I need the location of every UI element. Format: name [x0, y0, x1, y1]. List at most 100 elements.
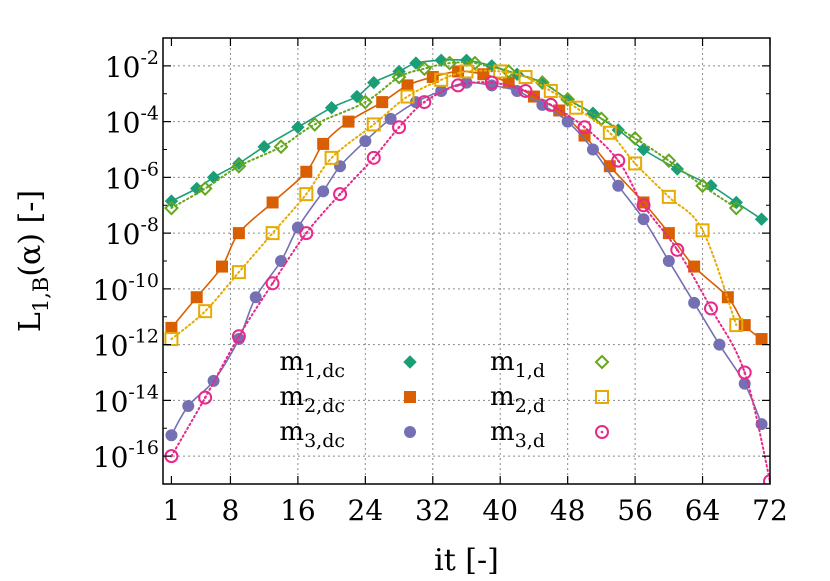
- y-tick-exponent: -14: [128, 381, 159, 403]
- data-point: [342, 115, 355, 128]
- data-point: [754, 212, 769, 226]
- data-point-center: [372, 156, 376, 160]
- series-layer: [164, 53, 770, 484]
- legend-label-main: m: [279, 417, 304, 447]
- series-line: [170, 81, 770, 483]
- data-point-center: [743, 371, 747, 374]
- data-point: [266, 196, 279, 209]
- legend-label: m2,dc: [279, 382, 345, 417]
- data-point: [695, 178, 710, 194]
- data-point: [738, 319, 751, 332]
- legend-label-sub: 3,d: [515, 430, 545, 452]
- y-tick-label: 10-16: [93, 437, 159, 474]
- data-point: [442, 55, 458, 71]
- data-point: [688, 296, 701, 309]
- data-point: [661, 189, 676, 204]
- data-point: [317, 137, 330, 150]
- data-point: [695, 223, 710, 238]
- data-point: [359, 135, 372, 148]
- legend-label-main: m: [490, 417, 515, 447]
- y-tick-label: 10-4: [105, 103, 159, 140]
- y-tick-exponent: -2: [140, 47, 159, 69]
- data-point: [662, 255, 675, 267]
- data-point: [273, 139, 289, 155]
- data-point: [628, 156, 643, 171]
- data-point: [357, 94, 373, 110]
- data-point: [350, 89, 364, 104]
- x-tick-label: 32: [415, 494, 451, 527]
- data-point-center: [456, 84, 460, 87]
- data-point: [661, 153, 677, 169]
- data-point: [299, 226, 314, 241]
- y-tick-label: 10-10: [93, 270, 159, 307]
- data-point: [627, 130, 643, 146]
- legend-label: m1,d: [490, 347, 545, 382]
- y-tick-exponent: -6: [140, 158, 159, 180]
- data-point: [409, 56, 423, 70]
- data-point-center: [338, 192, 342, 196]
- data-point: [249, 291, 262, 304]
- y-tick-label: 10-14: [93, 381, 159, 418]
- data-point: [637, 213, 650, 226]
- y-tick-base: 10: [105, 218, 141, 251]
- y-tick-base: 10: [93, 385, 129, 418]
- y-tick-exponent: -10: [128, 270, 159, 292]
- x-axis-label: it [-]: [434, 543, 499, 578]
- data-point: [728, 200, 744, 216]
- data-point: [560, 91, 576, 107]
- data-point: [416, 61, 432, 77]
- data-point: [493, 64, 508, 79]
- data-point-center: [271, 282, 274, 285]
- data-point: [206, 170, 221, 185]
- data-point: [459, 64, 474, 79]
- y-tick-base: 10: [93, 274, 129, 307]
- legend-label-main: m: [490, 382, 515, 412]
- data-point: [300, 165, 313, 178]
- data-point: [198, 390, 213, 405]
- y-tick-label: 10-6: [105, 158, 159, 195]
- y-tick-exponent: -8: [140, 214, 159, 236]
- data-point-center: [583, 125, 586, 129]
- data-point: [611, 153, 626, 168]
- y-tick-exponent: -16: [128, 437, 159, 459]
- data-point: [165, 429, 178, 442]
- data-point: [602, 125, 617, 140]
- y-tick-label: 10-8: [105, 214, 159, 251]
- x-tick-label: 1: [163, 494, 181, 527]
- data-point: [232, 156, 246, 171]
- y-axis-label-main: L: [13, 312, 48, 332]
- data-point: [737, 365, 752, 380]
- data-point: [578, 129, 591, 142]
- legend-marker: [403, 355, 417, 369]
- data-point: [164, 200, 179, 216]
- legend-marker: [594, 354, 610, 370]
- data-point-center: [709, 307, 713, 310]
- y-tick-base: 10: [93, 441, 129, 474]
- data-point: [376, 96, 389, 109]
- y-tick-base: 10: [105, 162, 141, 195]
- data-point: [518, 83, 533, 98]
- data-point: [366, 117, 381, 132]
- data-point: [392, 120, 407, 135]
- data-point: [231, 158, 247, 174]
- data-point: [534, 75, 550, 91]
- data-point: [216, 260, 229, 273]
- legend-label: m2,d: [490, 382, 545, 417]
- legend-label-main: m: [279, 382, 304, 412]
- data-point: [198, 304, 213, 319]
- data-point-center: [524, 89, 527, 93]
- data-point: [417, 95, 432, 110]
- data-point: [265, 226, 280, 241]
- legend-label-main: m: [279, 347, 304, 377]
- data-point: [586, 143, 599, 156]
- data-point: [467, 55, 483, 71]
- data-point: [257, 140, 271, 154]
- data-point-center: [675, 248, 679, 252]
- data-point: [721, 291, 734, 304]
- data-point: [190, 181, 204, 196]
- legend-marker-center: [600, 430, 604, 434]
- axis-ticks: [163, 37, 771, 485]
